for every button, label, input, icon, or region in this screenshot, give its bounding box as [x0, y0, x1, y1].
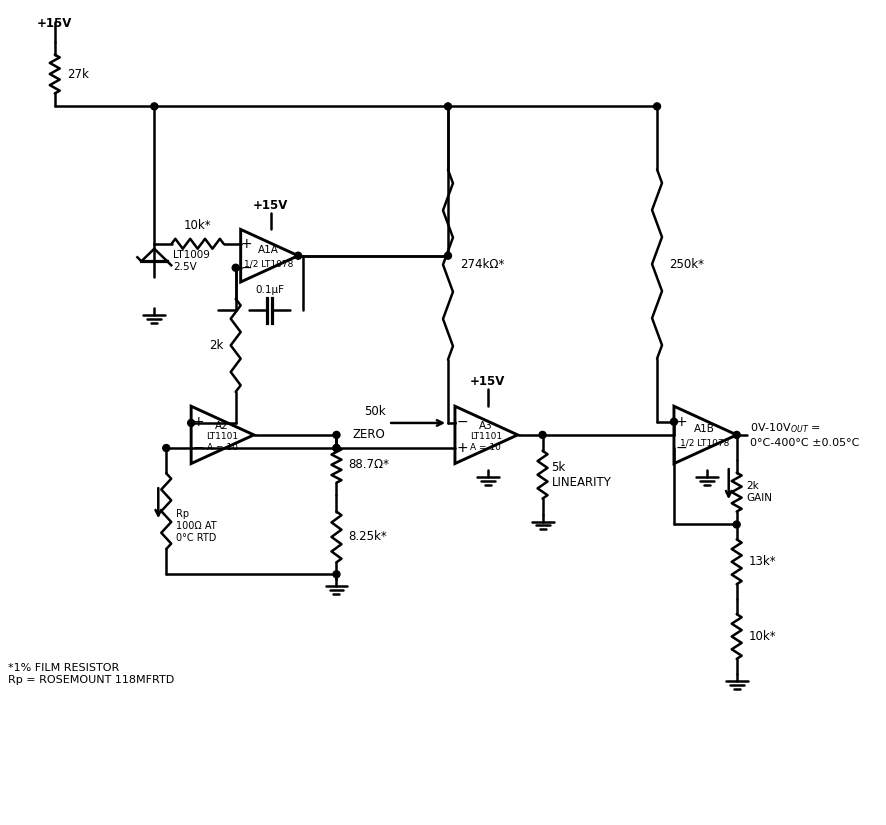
Circle shape: [163, 445, 169, 451]
Circle shape: [294, 252, 301, 259]
Circle shape: [332, 431, 339, 438]
Text: 13k*: 13k*: [748, 555, 775, 568]
Text: +15V: +15V: [37, 16, 73, 30]
Text: A = 10: A = 10: [206, 443, 237, 452]
Circle shape: [151, 103, 158, 110]
Text: 0°C-400°C ±0.05°C: 0°C-400°C ±0.05°C: [749, 438, 858, 448]
Text: LT1009
2.5V: LT1009 2.5V: [173, 251, 210, 272]
Circle shape: [444, 103, 451, 110]
Circle shape: [653, 103, 660, 110]
Text: 5k
LINEARITY: 5k LINEARITY: [551, 460, 610, 488]
Text: 88.7Ω*: 88.7Ω*: [348, 458, 389, 471]
Text: +15V: +15V: [253, 199, 288, 211]
Text: +: +: [241, 237, 253, 251]
Text: 2k
GAIN: 2k GAIN: [746, 481, 772, 503]
Text: LT1101: LT1101: [206, 432, 237, 441]
Text: A1A: A1A: [258, 245, 279, 255]
Text: +: +: [455, 441, 467, 455]
Text: 0V-10V$_{OUT}$ =: 0V-10V$_{OUT}$ =: [749, 421, 820, 435]
Text: −: −: [674, 441, 686, 455]
Text: +: +: [674, 415, 686, 429]
Circle shape: [670, 418, 677, 425]
Text: A = 10: A = 10: [470, 443, 501, 452]
Text: 1/2 LT1078: 1/2 LT1078: [244, 259, 293, 268]
Text: 10k*: 10k*: [748, 630, 775, 643]
Text: +: +: [192, 415, 204, 429]
Text: −: −: [455, 415, 467, 429]
Text: 27k: 27k: [66, 68, 89, 81]
Text: 274kΩ*: 274kΩ*: [460, 258, 504, 271]
Text: −: −: [241, 261, 253, 275]
Text: −: −: [192, 441, 204, 455]
Text: 250k*: 250k*: [668, 257, 703, 271]
Circle shape: [188, 419, 194, 427]
Circle shape: [444, 252, 451, 259]
Circle shape: [332, 445, 339, 451]
Text: LT1101: LT1101: [470, 432, 501, 441]
Text: A3: A3: [478, 421, 492, 431]
Text: *1% FILM RESISTOR
Rp = ROSEMOUNT 118MFRTD: *1% FILM RESISTOR Rp = ROSEMOUNT 118MFRT…: [8, 663, 174, 685]
Circle shape: [733, 521, 739, 528]
Circle shape: [232, 264, 239, 271]
Circle shape: [332, 445, 339, 451]
Circle shape: [332, 571, 339, 578]
Text: Rp
100Ω AT
0°C RTD: Rp 100Ω AT 0°C RTD: [176, 510, 216, 543]
Text: 0.1μF: 0.1μF: [254, 285, 284, 295]
Circle shape: [733, 431, 739, 438]
Text: 2k: 2k: [209, 339, 223, 351]
Text: A2: A2: [215, 421, 229, 431]
Text: 50k: 50k: [363, 405, 385, 418]
Text: 8.25k*: 8.25k*: [348, 530, 387, 544]
Text: 10k*: 10k*: [183, 219, 211, 232]
Text: ZERO: ZERO: [352, 428, 385, 441]
Text: 1/2 LT1078: 1/2 LT1078: [680, 438, 728, 447]
Circle shape: [539, 431, 546, 438]
Text: A1B: A1B: [694, 424, 714, 434]
Text: +15V: +15V: [470, 375, 505, 389]
